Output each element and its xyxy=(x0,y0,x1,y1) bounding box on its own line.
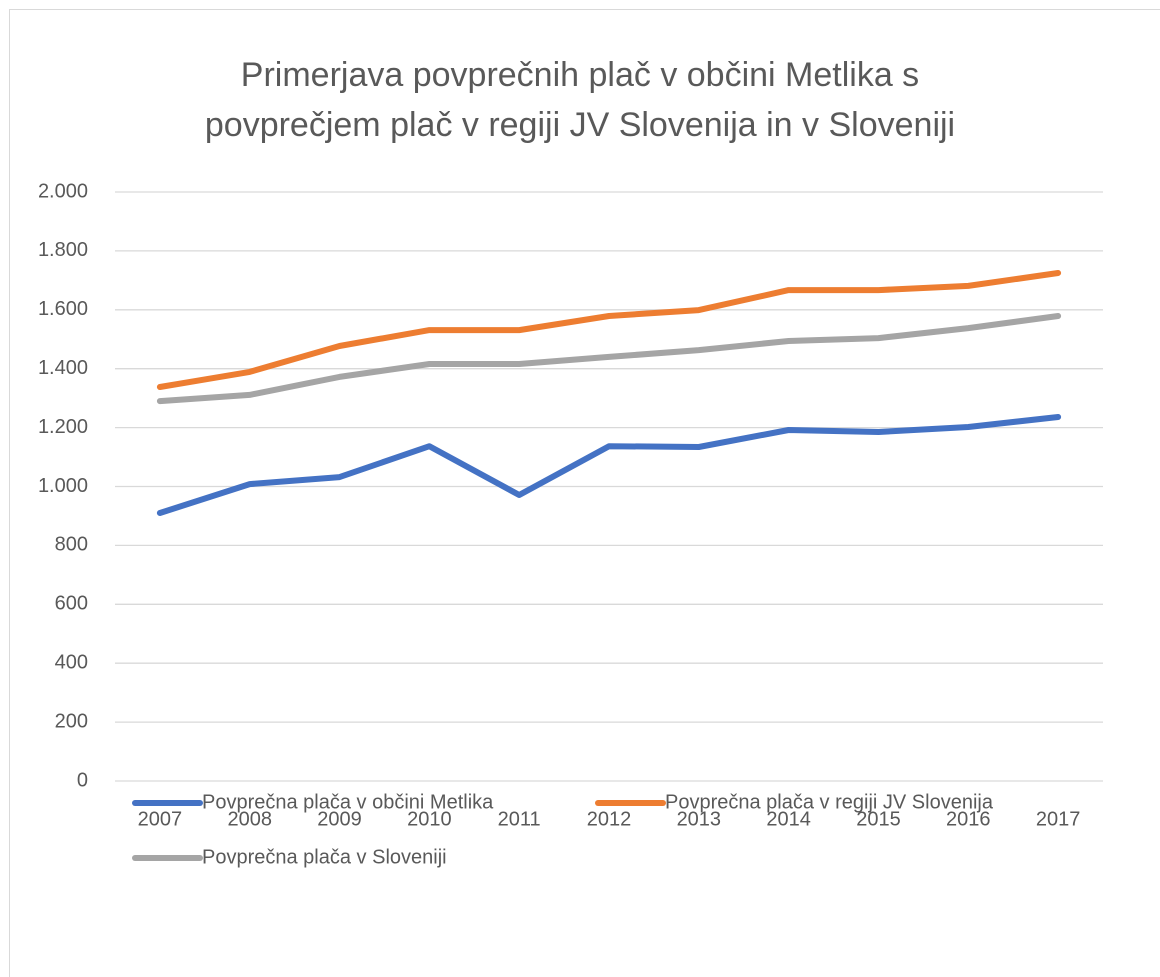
x-tick-label: 2017 xyxy=(1036,808,1081,830)
x-tick-label: 2016 xyxy=(946,808,991,830)
y-tick-label: 1.800 xyxy=(38,239,88,261)
chart-border xyxy=(9,9,1160,977)
legend-label: Povprečna plača v Sloveniji xyxy=(202,846,447,868)
legend-label: Povprečna plača v občini Metlika xyxy=(202,791,494,813)
y-tick-label: 400 xyxy=(55,651,88,673)
y-tick-label: 800 xyxy=(55,534,88,556)
x-tick-label: 2009 xyxy=(317,808,362,830)
x-tick-label: 2014 xyxy=(766,808,811,830)
y-tick-label: 1.400 xyxy=(38,357,88,379)
data-line xyxy=(156,313,1062,405)
x-tick-label: 2008 xyxy=(227,808,272,830)
y-tick-label: 600 xyxy=(55,593,88,615)
legend-label: Povprečna plača v regiji JV Slovenija xyxy=(665,791,994,813)
y-tick-label: 1.200 xyxy=(38,416,88,438)
y-tick-label: 200 xyxy=(55,710,88,732)
y-tick-label: 0 xyxy=(77,769,88,791)
y-tick-label: 1.600 xyxy=(38,298,88,320)
x-tick-label: 2010 xyxy=(407,808,452,830)
x-tick-label: 2013 xyxy=(677,808,722,830)
y-tick-label: 1.000 xyxy=(38,475,88,497)
data-line xyxy=(156,414,1062,516)
x-tick-label: 2012 xyxy=(587,808,632,830)
x-tick-label: 2007 xyxy=(138,808,183,830)
x-tick-label: 2011 xyxy=(498,808,541,830)
chart-title: Primerjava povprečnih plač v občini Metl… xyxy=(204,56,956,144)
y-tick-label: 2.000 xyxy=(38,180,88,202)
x-tick-label: 2015 xyxy=(856,808,901,830)
data-line xyxy=(156,270,1062,390)
